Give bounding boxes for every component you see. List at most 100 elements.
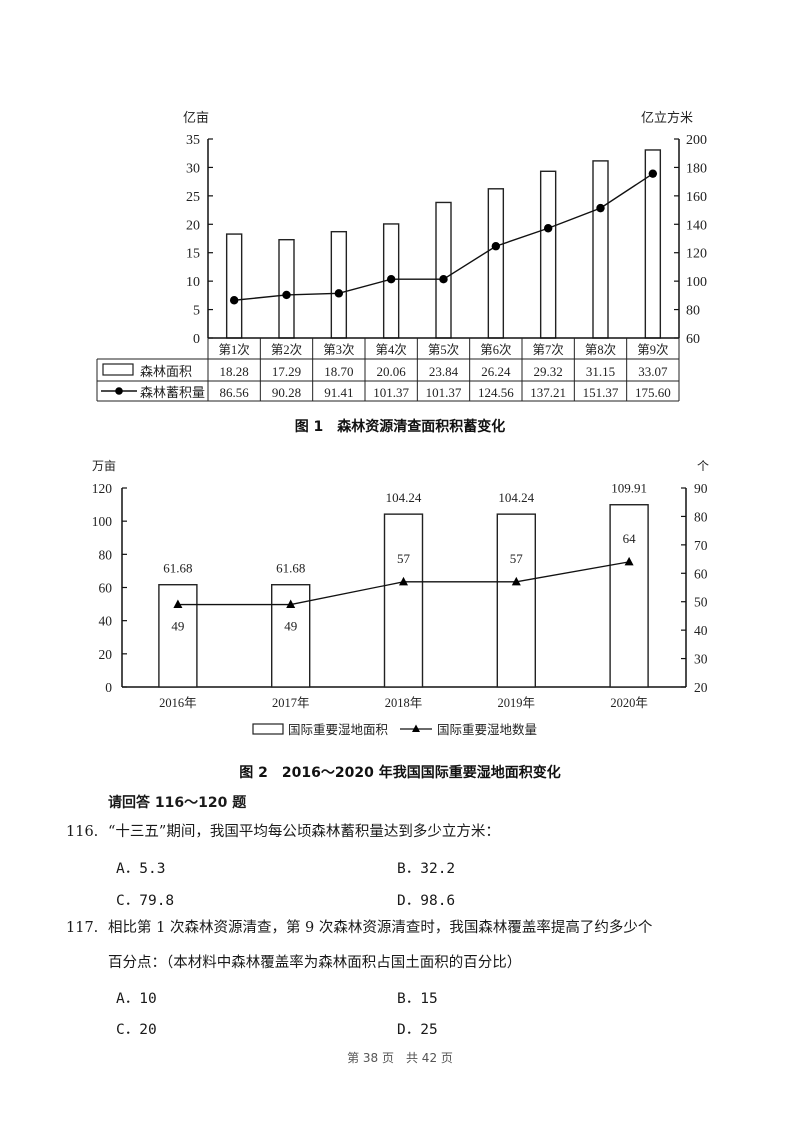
table-cell-stock: 101.37: [373, 385, 409, 400]
category-label: 2020年: [610, 696, 648, 710]
table-cell-area: 18.70: [324, 364, 353, 379]
line-value-label: 49: [284, 619, 297, 634]
right-tick-label: 180: [686, 161, 707, 176]
section-heading: 请回答 116～120 题: [108, 795, 247, 811]
bar-forest-area: [487, 188, 505, 339]
left-tick-label: 60: [99, 581, 113, 596]
legend-label-area: 森林面积: [140, 364, 192, 379]
category-label: 第8次: [585, 343, 616, 357]
category-label: 第7次: [533, 343, 564, 357]
wetland-chart: 万亩 个 0 20 40 60 80 100 120 20 30 40 50 60 70 80 90 61.68 6…: [92, 458, 709, 737]
right-axis-unit: 亿立方米: [641, 110, 693, 125]
table-cell-area: 29.32: [534, 364, 563, 379]
option-b[interactable]: B．32.2: [397, 861, 456, 877]
right-tick-label: 70: [694, 538, 708, 553]
table-cell-stock: 151.37: [583, 385, 619, 400]
category-label: 第9次: [637, 343, 668, 357]
left-tick-label: 20: [186, 218, 200, 233]
option-a[interactable]: A．10: [116, 991, 157, 1007]
right-tick-label: 40: [694, 623, 708, 638]
left-tick-label: 0: [193, 332, 200, 347]
left-tick-label: 15: [186, 247, 200, 262]
option-a[interactable]: A．5.3: [116, 861, 166, 877]
category-label: 2017年: [272, 696, 310, 710]
bar-legend-icon: [102, 363, 134, 376]
table-cell-area: 31.15: [586, 364, 615, 379]
table-cell-area: 20.06: [377, 364, 407, 379]
right-tick-label: 60: [686, 332, 700, 347]
left-tick-label: 30: [186, 161, 200, 176]
category-label: 第5次: [428, 343, 459, 357]
right-tick-label: 120: [686, 247, 707, 262]
table-cell-area: 17.29: [272, 364, 301, 379]
legend-label-area: 国际重要湿地面积: [288, 722, 388, 737]
circle-marker-icon: [229, 296, 239, 305]
category-label: 第6次: [480, 343, 511, 357]
table-cell-area: 23.84: [429, 364, 459, 379]
question-text: “十三五”期间，我国平均每公顷森林蓄积量达到多少立方米：: [108, 824, 500, 840]
bar-value-label: 109.91: [611, 481, 647, 496]
table-cell-stock: 90.28: [272, 385, 301, 400]
question-number: 117.: [66, 920, 99, 936]
left-axis-unit: 亿亩: [183, 110, 209, 125]
bar-legend-icon: [252, 723, 284, 735]
right-tick-label: 90: [694, 481, 708, 496]
question-text-line-1: 相比第 1 次森林资源清查，第 9 次森林资源清查时，我国森林覆盖率提高了约多少…: [108, 920, 653, 936]
bar-value-label: 61.68: [163, 561, 192, 576]
table-cell-stock: 137.21: [530, 385, 566, 400]
triangle-marker-icon: [511, 576, 521, 586]
right-tick-label: 20: [694, 680, 708, 695]
bar-wetland-area: [496, 513, 536, 688]
right-tick-label: 50: [694, 595, 708, 610]
option-c[interactable]: C．79.8: [116, 893, 175, 909]
option-c[interactable]: C．20: [116, 1022, 157, 1038]
circle-marker-icon: [334, 289, 344, 298]
table-cell-stock: 86.56: [220, 385, 250, 400]
table-cell-stock: 101.37: [426, 385, 462, 400]
line-value-label: 64: [623, 531, 637, 546]
right-tick-label: 30: [694, 652, 708, 667]
line-value-label: 57: [397, 551, 411, 566]
bar-forest-area: [225, 233, 243, 339]
left-tick-label: 0: [105, 680, 112, 695]
right-tick-label: 160: [686, 190, 707, 205]
bar-wetland-area: [383, 513, 424, 688]
bar-forest-area: [592, 160, 609, 339]
left-axis-unit: 万亩: [92, 458, 116, 473]
circle-marker-icon: [439, 274, 448, 284]
circle-marker-icon: [282, 290, 291, 300]
triangle-marker-icon: [399, 576, 408, 586]
line-value-label: 57: [510, 551, 524, 566]
bar-forest-area: [644, 149, 662, 339]
bar-forest-area: [330, 230, 348, 339]
left-tick-label: 20: [99, 647, 113, 662]
circle-marker-icon: [115, 387, 123, 395]
bar-forest-area: [435, 201, 452, 339]
left-tick-label: 80: [99, 547, 113, 562]
triangle-marker-icon: [624, 556, 634, 566]
circle-marker-icon: [491, 242, 501, 251]
table-cell-stock: 91.41: [324, 385, 353, 400]
option-b[interactable]: B．15: [397, 991, 438, 1007]
right-axis-unit: 个: [697, 459, 709, 473]
option-d[interactable]: D．25: [397, 1022, 438, 1038]
figure-1-caption: 图 1 森林资源清查面积积蓄变化: [294, 419, 506, 435]
table-cell-stock: 175.60: [635, 385, 671, 400]
figure-2-caption: 图 2 2016～2020 年我国国际重要湿地面积变化: [239, 765, 561, 781]
category-label: 第4次: [376, 343, 407, 357]
bar-value-label: 104.24: [498, 490, 534, 505]
right-tick-label: 80: [694, 509, 708, 524]
category-label: 第3次: [323, 343, 354, 357]
category-label: 2016年: [159, 696, 197, 710]
question-number: 116.: [66, 824, 99, 840]
forest-resource-chart: 亿亩 亿立方米 0 5 10 15 20 25 30 35 60 80 100 120 140 160 180 2…: [96, 110, 707, 402]
right-tick-label: 60: [694, 566, 708, 581]
circle-marker-icon: [386, 274, 396, 284]
category-label: 第1次: [219, 343, 250, 357]
left-tick-label: 40: [99, 614, 113, 629]
triangle-marker-icon: [173, 599, 183, 609]
bar-value-label: 104.24: [386, 490, 422, 505]
option-d[interactable]: D．98.6: [397, 893, 456, 909]
bar-forest-area: [278, 238, 295, 339]
circle-marker-icon: [543, 224, 553, 233]
